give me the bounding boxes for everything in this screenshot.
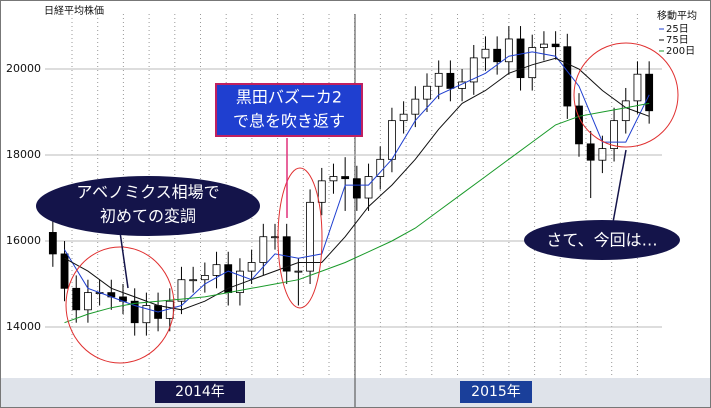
annotation: アベノミクス相場で [76, 183, 219, 202]
moving-average-line [64, 57, 650, 311]
callout [215, 83, 363, 137]
y-tick-label: 20000 [6, 62, 41, 75]
candle-body [282, 236, 291, 272]
candle-body [352, 178, 361, 199]
candle-body [130, 300, 139, 324]
pointer [611, 149, 627, 229]
legend-label: 200日 [666, 46, 695, 57]
candle-body [247, 262, 256, 272]
candle-body [563, 46, 572, 107]
candle-body [586, 143, 595, 161]
candle-body [516, 38, 525, 79]
candle-body [645, 73, 654, 112]
candle-body [376, 158, 385, 177]
candle-body [423, 85, 431, 100]
candle-body [621, 100, 630, 122]
highlight-circle [573, 42, 679, 148]
legend-label: 75日 [666, 35, 689, 46]
candle-body [411, 98, 420, 115]
callout [524, 220, 680, 260]
annotation: 黒田バズーカ2 [236, 88, 342, 107]
candle-body [633, 73, 642, 102]
candle-body [469, 57, 478, 83]
candle-body [551, 43, 560, 48]
period-label: 2015年 [471, 384, 521, 400]
legend-label: 25日 [666, 24, 689, 35]
candle-body [60, 253, 69, 289]
candle-body [388, 120, 396, 160]
candle-body [259, 236, 268, 263]
candle-body [399, 113, 408, 122]
candle-body [598, 148, 607, 161]
period-box [460, 381, 532, 403]
candle-body [610, 120, 618, 149]
highlight-circle [65, 246, 175, 364]
y-tick-label: 18000 [6, 148, 41, 161]
annotation: で息を吹き返す [233, 112, 345, 131]
candle-body [540, 43, 548, 48]
highlight-circle [277, 167, 323, 309]
candle-body [48, 232, 57, 255]
moving-average-line [64, 102, 650, 324]
candle-body [177, 279, 186, 302]
chart-title: 日経平均株価 [44, 4, 104, 17]
candle-body [481, 48, 490, 59]
candle-body [189, 279, 198, 282]
candle-body [142, 305, 151, 324]
moving-average-line [64, 51, 650, 313]
pointer [119, 231, 129, 289]
candle-body [504, 38, 513, 63]
period-box [155, 381, 245, 403]
candle-body [317, 180, 326, 203]
candle-body [364, 176, 373, 199]
callout [36, 176, 260, 236]
candle-body [446, 72, 455, 89]
candle-body [271, 236, 279, 239]
candle-body [72, 287, 81, 311]
annotation: 初めての変調 [100, 207, 196, 226]
candle-body [84, 292, 92, 311]
candle-body [528, 47, 537, 79]
legend-title: 移動平均 [657, 9, 697, 22]
candle-body [493, 48, 502, 63]
annotation: さて、今回は… [546, 231, 657, 250]
candle-body [575, 105, 583, 145]
candle-body [200, 275, 209, 281]
candle-body [212, 264, 221, 276]
candle-body [341, 176, 350, 180]
candle-body [294, 270, 303, 273]
candle-body [306, 201, 314, 272]
y-tick-label: 14000 [6, 320, 41, 333]
candle-body [236, 270, 244, 294]
y-tick-label: 16000 [6, 234, 41, 247]
candle-body [329, 176, 338, 182]
period-label: 2014年 [175, 384, 225, 400]
candle-body [434, 72, 443, 87]
